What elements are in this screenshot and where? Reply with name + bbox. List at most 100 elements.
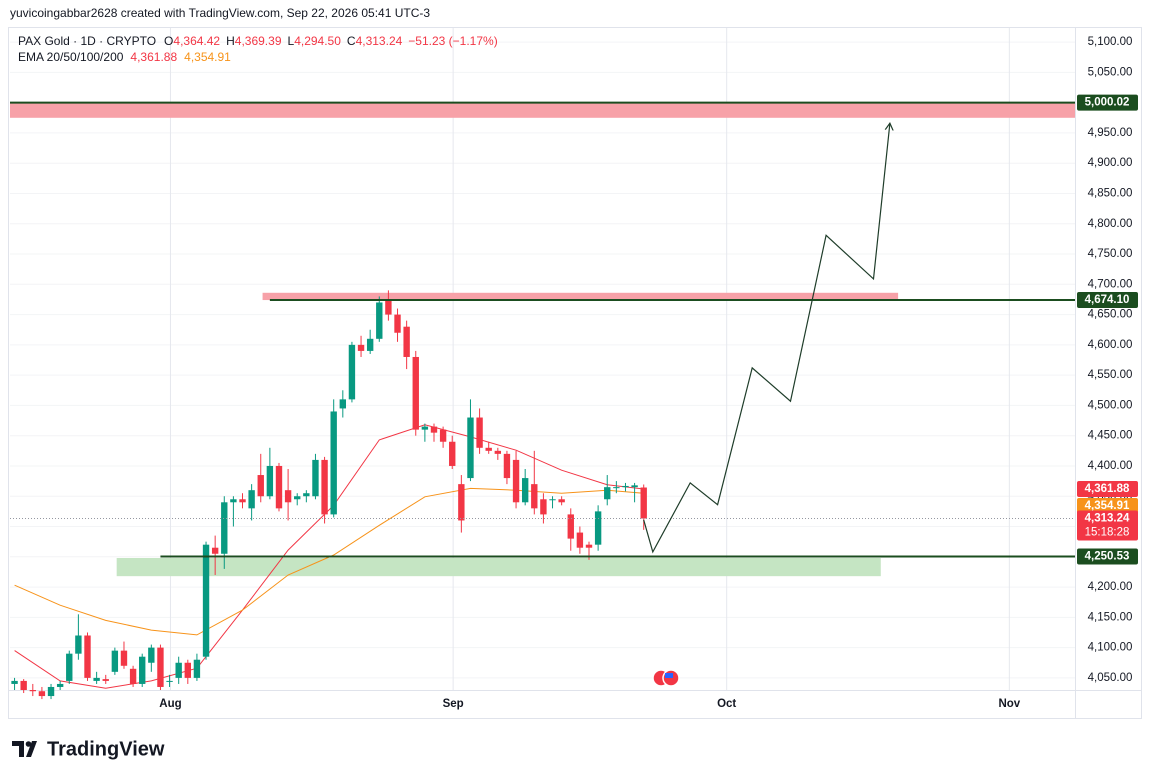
candle-body: [576, 532, 584, 548]
ema-line: [14, 487, 644, 636]
indicator-line: EMA 20/50/100/200 4,361.88 4,354.91: [18, 50, 231, 64]
candle-body: [239, 499, 246, 503]
y-tick-label: 4,550.00: [1088, 369, 1133, 381]
candle-body: [202, 544, 210, 657]
y-tick-label: 4,500.00: [1088, 399, 1133, 411]
candle-body: [312, 459, 319, 497]
candle-body: [93, 677, 100, 681]
candle-body: [75, 635, 82, 654]
indicator: EMA 20/50/100/200: [18, 50, 124, 64]
y-tick-label: 4,600.00: [1088, 339, 1133, 351]
ema-value: 4,361.88: [130, 50, 177, 64]
candle-body: [585, 544, 593, 548]
zone: [10, 102, 1075, 118]
ohlc-key: L: [288, 34, 295, 48]
candle-body: [303, 493, 310, 497]
zone: [116, 558, 881, 577]
zone: [262, 292, 899, 301]
candle-body: [494, 450, 502, 454]
candle-body: [458, 484, 465, 521]
ema-tag: 4,361.88: [1085, 483, 1130, 495]
x-tick-label: Aug: [159, 698, 181, 710]
candle-body: [193, 659, 201, 678]
ohlc-value: 4,369.39: [235, 34, 282, 48]
candles: [11, 290, 647, 700]
y-tick-label: 4,200.00: [1088, 581, 1133, 593]
candle-body: [66, 653, 73, 681]
zones: [10, 102, 1075, 577]
level-label: 5,000.02: [1085, 97, 1130, 109]
candle-body: [56, 683, 64, 687]
level-label-box: [1077, 94, 1138, 111]
candle-body: [20, 680, 27, 690]
candle-body: [129, 668, 137, 684]
candle-body: [221, 502, 228, 554]
y-tick-label: 5,050.00: [1088, 66, 1133, 78]
caption: yuvicoingabbar2628 created with TradingV…: [10, 6, 430, 20]
candle-body: [266, 465, 274, 497]
candle-body: [412, 356, 419, 430]
ema-tag-box: [1077, 498, 1138, 515]
candle-body: [321, 459, 328, 515]
candle-body: [294, 496, 301, 500]
candle-body: [594, 511, 602, 545]
candle-body: [613, 487, 620, 489]
candle-body: [439, 429, 447, 442]
candle-body: [84, 635, 91, 678]
candle-body: [467, 417, 474, 479]
candle-body: [540, 499, 547, 515]
x-tick-label: Sep: [443, 698, 464, 710]
candle-body: [102, 679, 109, 681]
level-label-box: [1077, 291, 1138, 308]
candle-body: [330, 411, 337, 515]
candle-body: [257, 475, 264, 497]
y-tick-label: 4,150.00: [1088, 611, 1133, 623]
candle-body: [29, 690, 36, 692]
branding: TradingView: [47, 738, 165, 760]
candle-body: [430, 426, 438, 433]
candle-body: [38, 691, 46, 697]
candle-body: [476, 417, 483, 448]
candle-body: [567, 514, 574, 539]
logo: [12, 741, 37, 757]
frame: [8, 27, 1142, 719]
last-price-tag: 4,313.24: [1085, 513, 1130, 525]
y-tick-label: 4,650.00: [1088, 309, 1133, 321]
candle-body: [230, 499, 237, 503]
candle-body: [421, 426, 429, 430]
candle-body: [357, 344, 365, 351]
legend-line: PAX Gold · 1D · CRYPTO O4,364.42 H4,369.39…: [18, 34, 498, 48]
candle-body: [148, 647, 155, 663]
candle-body: [275, 465, 283, 509]
candle-body: [503, 453, 511, 479]
y-tick-label: 4,800.00: [1088, 218, 1133, 230]
y-tick-label: 4,750.00: [1088, 248, 1133, 260]
candle-body: [403, 326, 410, 357]
candle-body: [385, 299, 392, 315]
candle-body: [120, 650, 128, 666]
candle-body: [175, 662, 182, 678]
event-flags: [652, 669, 680, 687]
candle-body: [622, 485, 629, 488]
candle-body: [485, 447, 492, 451]
ohlc-key: O: [164, 34, 173, 48]
candle-body: [166, 680, 173, 682]
x-tick-label: Nov: [998, 698, 1020, 710]
candle-body: [521, 478, 529, 503]
candle-body: [184, 662, 191, 678]
ohlc-value: 4,313.24: [356, 34, 403, 48]
change: −51.23 (−1.17%): [408, 34, 497, 48]
candle-body: [640, 487, 647, 519]
candle-body: [339, 399, 347, 409]
candle-body: [531, 484, 538, 509]
candle-body: [139, 656, 146, 684]
candle-body: [558, 499, 565, 503]
candle-body: [111, 650, 119, 672]
y-tick-label: 4,850.00: [1088, 188, 1133, 200]
symbol: PAX Gold · 1D · CRYPTO: [18, 34, 156, 48]
level-label: 4,250.53: [1085, 550, 1130, 562]
y-tick-label: 4,700.00: [1088, 278, 1133, 290]
y-tick-label: 5,100.00: [1088, 36, 1133, 48]
candle-body: [604, 487, 611, 500]
